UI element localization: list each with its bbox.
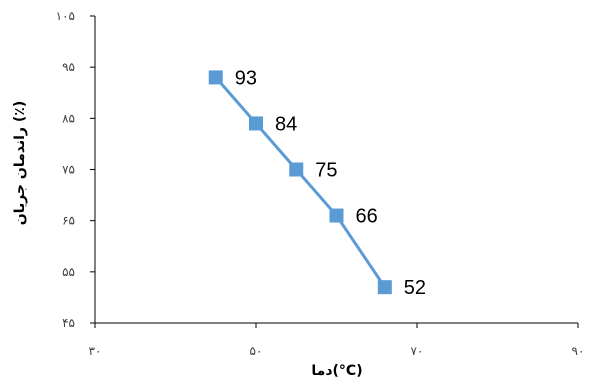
- x-tick-label: ۹۰: [572, 344, 585, 358]
- data-label: 84: [275, 113, 297, 135]
- y-axis-title: راندمان جریان (٪): [12, 101, 28, 225]
- data-label: 75: [315, 160, 337, 182]
- x-tick-label: ۵۰: [250, 344, 263, 358]
- y-tick-label: ۵۵: [62, 265, 75, 279]
- y-tick-label: ۹۵: [62, 60, 75, 74]
- x-axis-title: دما(°C): [311, 363, 362, 379]
- y-tick-label: ۱۰۵: [56, 9, 75, 23]
- x-tick-label: ۷۰: [411, 344, 424, 358]
- y-tick-label: ۸۵: [62, 111, 75, 125]
- y-tick-label: ۴۵: [62, 316, 75, 330]
- data-point-marker: [377, 280, 392, 295]
- data-point-marker: [249, 116, 263, 131]
- data-point-marker: [329, 208, 344, 223]
- x-tick-label: ۳۰: [89, 344, 102, 358]
- x-tick-labels: ۳۰ ۵۰ ۷۰ ۹۰: [89, 344, 585, 358]
- y-tick-labels: ۴۵ ۵۵ ۶۵ ۷۵ ۸۵ ۹۵ ۱۰۵: [56, 9, 75, 330]
- data-labels: 93 84 75 66 52: [235, 67, 426, 299]
- data-label: 93: [235, 67, 257, 89]
- data-label: 52: [404, 277, 426, 299]
- y-tick-label: ۷۵: [62, 163, 75, 177]
- axes: [90, 15, 579, 328]
- series-line-group: [214, 75, 387, 289]
- data-markers: [208, 70, 392, 295]
- data-point-marker: [208, 70, 223, 85]
- data-label: 66: [356, 206, 378, 228]
- y-tick-label: ۶۵: [62, 214, 75, 228]
- series-line: [214, 75, 387, 289]
- data-point-marker: [289, 162, 304, 177]
